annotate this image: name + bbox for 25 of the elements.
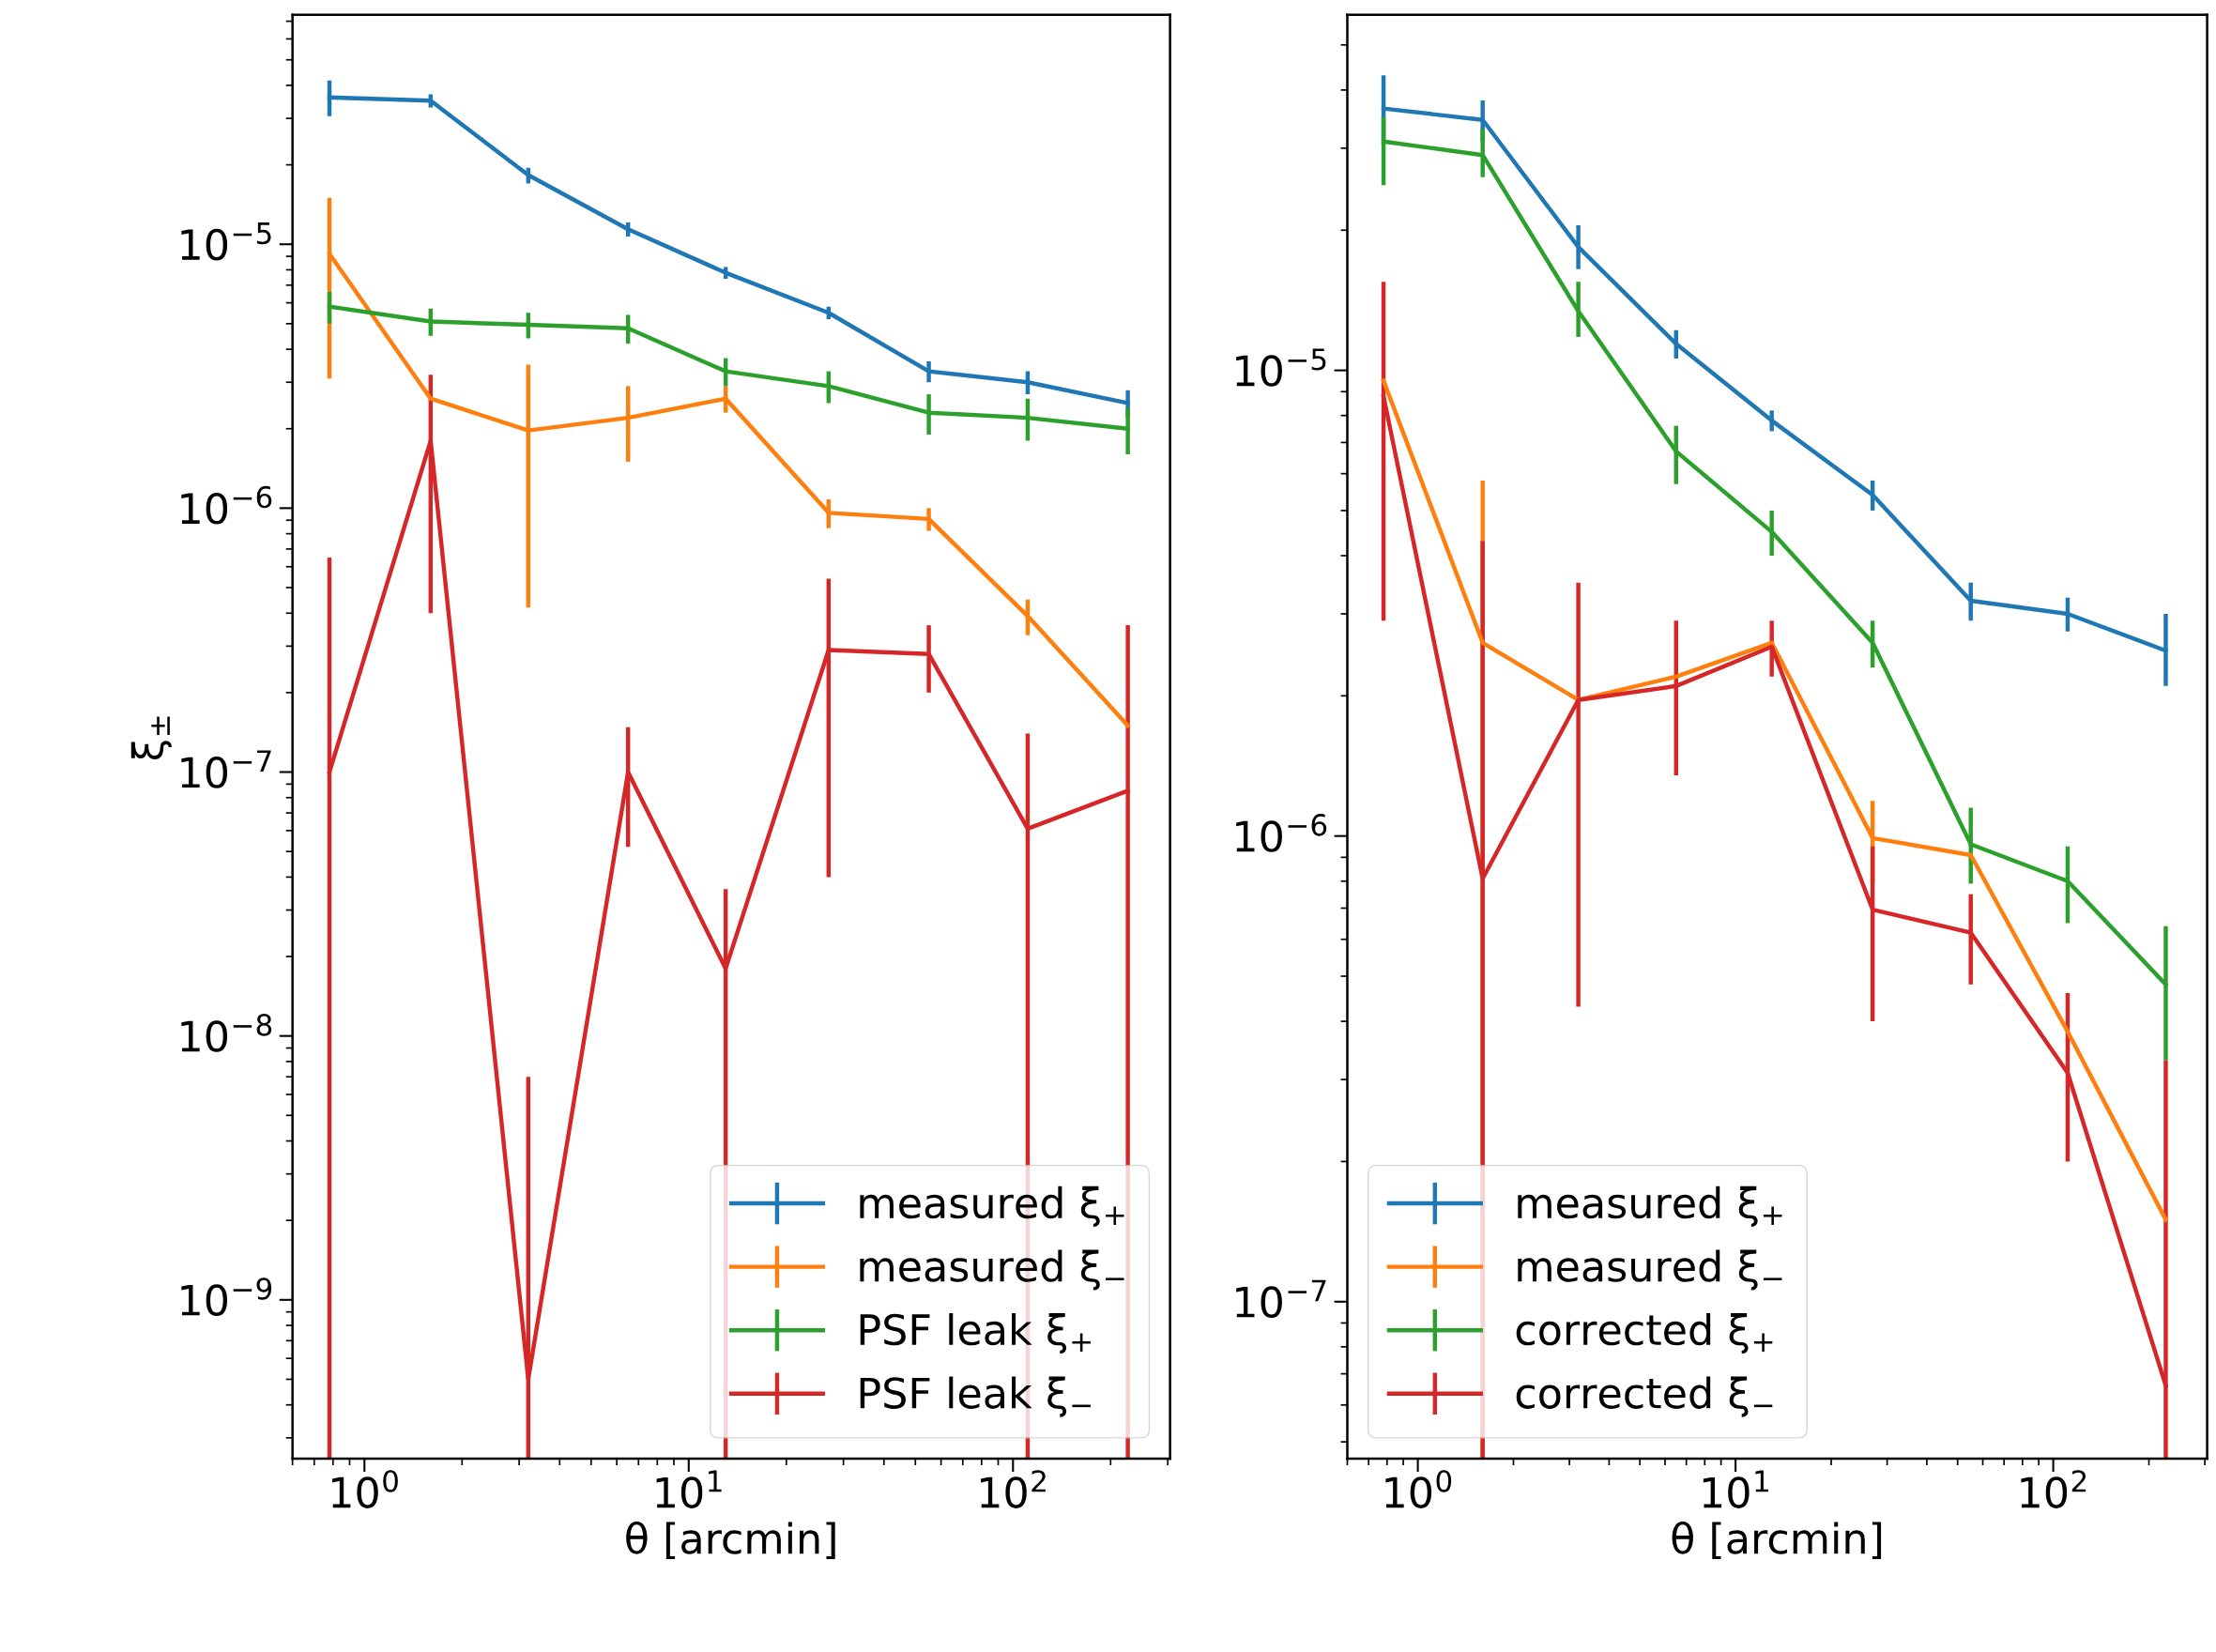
legend-label: measured ξ$_{+}$ <box>1518 1185 1782 1227</box>
x-tick-label: 10$^{2}$ <box>981 1470 1046 1508</box>
x-tick-label: 10$^{0}$ <box>1385 1470 1452 1508</box>
y-axis-title: ξ$_{±}$ <box>130 716 172 760</box>
y-tick-label: 10$^{−7}$ <box>1236 1279 1326 1318</box>
y-tick-label: 10$^{−9}$ <box>181 1277 272 1316</box>
x-tick-label: 10$^{0}$ <box>332 1470 398 1508</box>
legend-label: measured ξ$_{−}$ <box>860 1249 1124 1291</box>
legend-label: measured ξ$_{+}$ <box>860 1185 1124 1227</box>
x-tick-label: 10$^{1}$ <box>1703 1470 1768 1508</box>
legend-label: PSF leak ξ$_{+}$ <box>860 1312 1091 1354</box>
y-tick-label: 10$^{−5}$ <box>181 222 271 261</box>
legend-label: measured ξ$_{−}$ <box>1518 1249 1782 1291</box>
legend-label: corrected ξ$_{+}$ <box>1516 1312 1773 1354</box>
legend-label: PSF leak ξ$_{−}$ <box>860 1376 1091 1417</box>
legend-label: corrected ξ$_{−}$ <box>1516 1376 1773 1417</box>
x-tick-label: 10$^{2}$ <box>2021 1470 2086 1508</box>
x-axis-title: θ [arcmin] <box>626 1522 835 1560</box>
y-tick-label: 10$^{−6}$ <box>181 485 272 525</box>
y-tick-label: 10$^{−8}$ <box>181 1014 272 1052</box>
x-tick-label: 10$^{1}$ <box>656 1470 722 1508</box>
y-tick-label: 10$^{−6}$ <box>1236 814 1327 852</box>
y-tick-label: 10$^{−7}$ <box>181 750 271 788</box>
y-tick-label: 10$^{−5}$ <box>1236 348 1326 387</box>
x-axis-title: θ [arcmin] <box>1672 1522 1882 1560</box>
